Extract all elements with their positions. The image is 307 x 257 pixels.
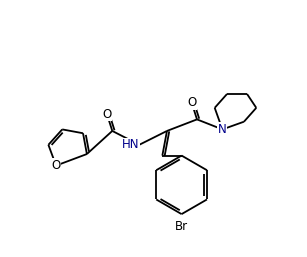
Text: Br: Br	[175, 220, 188, 233]
Text: O: O	[187, 96, 196, 109]
Text: N: N	[218, 123, 227, 136]
Text: O: O	[102, 107, 111, 121]
Text: O: O	[52, 159, 61, 172]
Text: HN: HN	[122, 138, 139, 151]
